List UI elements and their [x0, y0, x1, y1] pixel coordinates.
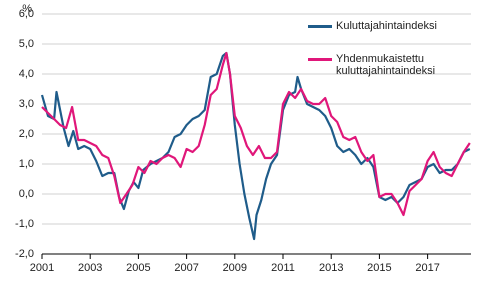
y-tick-label: 5,0: [19, 38, 34, 50]
x-tick-label: 2007: [174, 262, 198, 274]
y-tick-label: 0,0: [19, 188, 34, 200]
series-line: [41, 51, 471, 217]
y-tick-label: 4,0: [19, 68, 34, 80]
x-tick-label: 2011: [271, 262, 295, 274]
y-tick-label: 1,0: [19, 158, 34, 170]
x-tick-label: 2017: [415, 262, 439, 274]
x-tick-label: 2013: [319, 262, 343, 274]
y-tick-label: 6,0: [19, 8, 34, 20]
legend-swatch: [308, 58, 332, 61]
x-tick-label: 2009: [223, 262, 247, 274]
y-tick-label: -1,0: [15, 218, 34, 230]
legend-swatch: [308, 25, 332, 28]
y-tick-label: -2,0: [15, 248, 34, 260]
x-tick-label: 2015: [367, 262, 391, 274]
y-tick-label: 2,0: [19, 128, 34, 140]
x-tick-label: 2005: [126, 262, 150, 274]
x-tick-label: 2003: [78, 262, 102, 274]
y-unit: %: [22, 3, 32, 15]
y-tick-label: 3,0: [19, 98, 34, 110]
series-line: [40, 51, 471, 241]
legend-label: Yhdenmukaistettu kuluttajahintaindeksi: [336, 53, 436, 77]
legend-label: Kuluttajahintaindeksi: [336, 20, 437, 32]
x-tick-label: 2001: [30, 262, 54, 274]
